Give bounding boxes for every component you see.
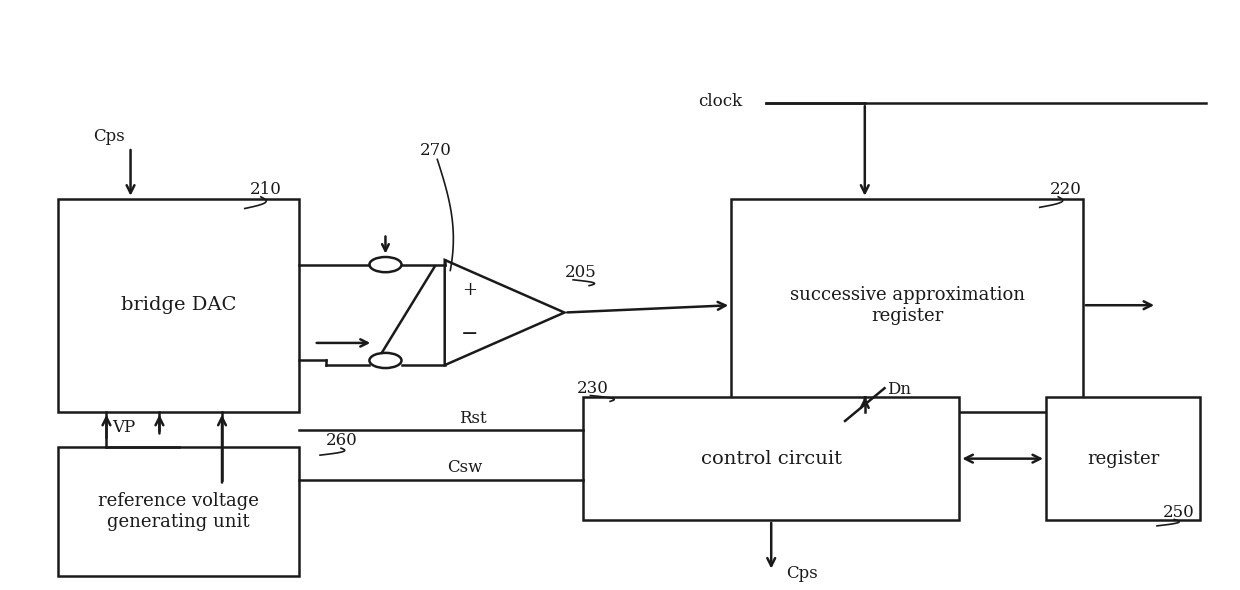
Text: 230: 230 — [577, 379, 609, 396]
Text: Cps: Cps — [93, 128, 125, 145]
Text: 250: 250 — [1163, 504, 1195, 521]
Bar — [583, 397, 960, 520]
Text: 210: 210 — [249, 182, 281, 198]
Text: VP: VP — [113, 419, 136, 437]
Text: bridge DAC: bridge DAC — [122, 296, 237, 314]
Bar — [58, 199, 299, 412]
Text: Rst: Rst — [460, 411, 487, 427]
Text: 220: 220 — [1049, 182, 1081, 198]
Text: Cps: Cps — [786, 565, 818, 582]
Text: clock: clock — [698, 93, 742, 110]
Text: 260: 260 — [326, 432, 358, 449]
Text: 205: 205 — [564, 264, 596, 281]
Bar — [58, 447, 299, 575]
Text: +: + — [461, 281, 477, 299]
Text: Dn: Dn — [887, 381, 911, 398]
Text: reference voltage
generating unit: reference voltage generating unit — [98, 492, 259, 530]
Text: control circuit: control circuit — [701, 450, 842, 468]
Text: −: − — [460, 325, 479, 344]
Text: 270: 270 — [420, 142, 451, 159]
Bar — [1045, 397, 1200, 520]
Bar — [732, 199, 1083, 412]
Text: successive approximation
register: successive approximation register — [790, 286, 1024, 325]
Text: Csw: Csw — [448, 460, 482, 477]
Text: register: register — [1087, 450, 1159, 468]
